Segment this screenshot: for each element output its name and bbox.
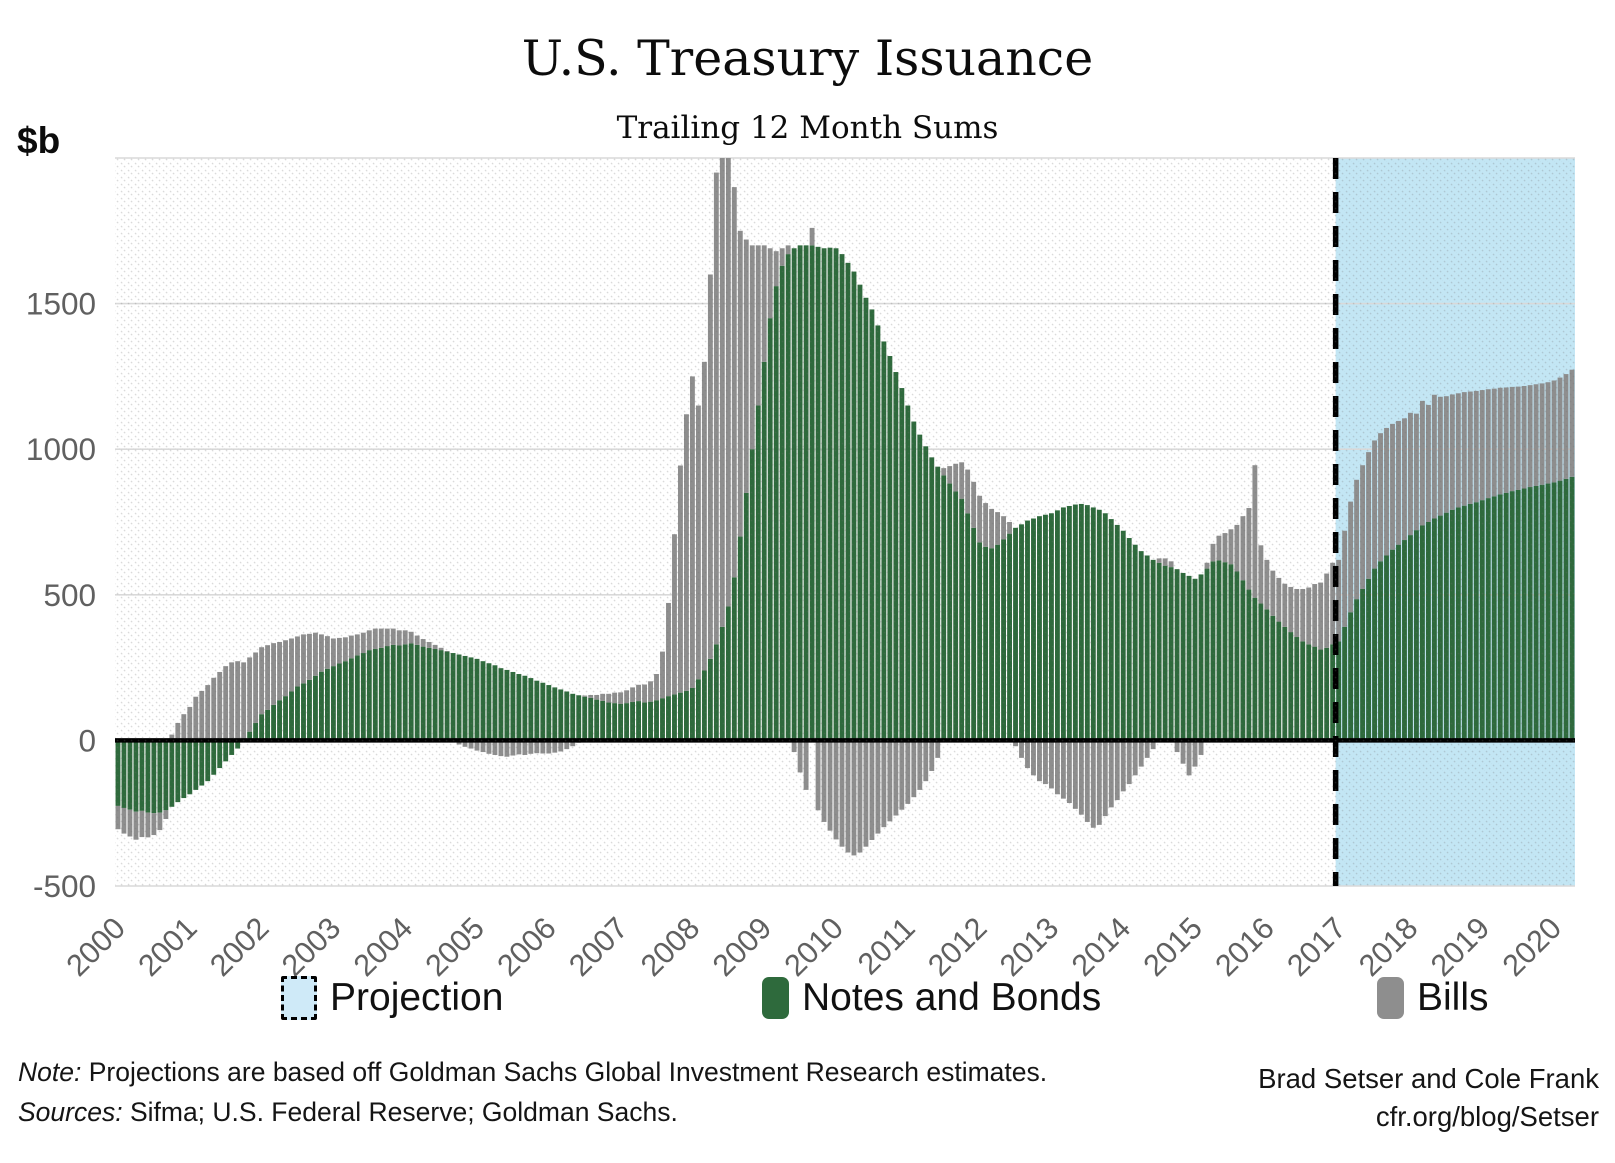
- legend-label-bills: Bills: [1417, 976, 1489, 1019]
- credit-url: cfr.org/blog/Setser: [1375, 1101, 1599, 1132]
- note-line: Note: Projections are based off Goldman …: [18, 1052, 1047, 1092]
- x-tick-label: 2013: [993, 911, 1065, 983]
- x-tick-label: 2019: [1424, 911, 1496, 983]
- x-tick-label: 2004: [347, 911, 419, 983]
- legend-item-bills: Bills: [1377, 976, 1489, 1020]
- x-tick-label: 2020: [1496, 911, 1568, 983]
- x-tick-label: 2000: [60, 911, 132, 983]
- x-tick-label: 2008: [634, 911, 706, 983]
- note-text: Projections are based off Goldman Sachs …: [81, 1057, 1048, 1087]
- y-tick-label: -500: [33, 868, 96, 904]
- x-tick-label: 2014: [1065, 911, 1137, 983]
- x-tick-label: 2005: [419, 911, 491, 983]
- y-axis-unit-label: $b: [17, 120, 61, 161]
- hatch-overlay: [115, 158, 1575, 886]
- x-tick-label: 2006: [491, 911, 563, 983]
- x-tick-label: 2016: [1209, 911, 1281, 983]
- legend-label-projection: Projection: [330, 976, 504, 1019]
- x-tick-label: 2012: [922, 911, 994, 983]
- x-tick-label: 2001: [132, 911, 204, 983]
- x-tick-label: 2003: [275, 911, 347, 983]
- notes-and-bonds-swatch: [762, 977, 789, 1019]
- credit-authors: Brad Setser and Cole Frank: [1258, 1063, 1599, 1094]
- chart-title: U.S. Treasury Issuance: [521, 30, 1094, 87]
- legend-label-notes-and-bonds: Notes and Bonds: [802, 976, 1102, 1019]
- legend-item-notes-and-bonds: Notes and Bonds: [762, 976, 1101, 1020]
- sources-text: Sifma; U.S. Federal Reserve; Goldman Sac…: [122, 1097, 678, 1127]
- sources-label: Sources:: [18, 1097, 123, 1127]
- bills-swatch: [1377, 977, 1404, 1019]
- x-tick-label: 2017: [1281, 911, 1353, 983]
- y-tick-label: 500: [43, 577, 96, 613]
- x-tick-label: 2009: [706, 911, 778, 983]
- credits: Brad Setser and Cole Frank cfr.org/blog/…: [1258, 1060, 1599, 1136]
- x-tick-label: 2011: [851, 911, 921, 981]
- y-tick-label: 1500: [26, 286, 96, 322]
- x-tick-label: 2010: [778, 911, 850, 983]
- chart-subtitle: Trailing 12 Month Sums: [616, 110, 999, 146]
- y-tick-label: 0: [78, 722, 96, 758]
- legend-item-projection: Projection: [281, 976, 503, 1020]
- x-tick-label: 2007: [563, 911, 635, 983]
- x-tick-label: 2015: [1137, 911, 1209, 983]
- projection-swatch: [281, 976, 317, 1020]
- note-label: Note:: [18, 1057, 82, 1087]
- x-tick-label: 2018: [1352, 911, 1424, 983]
- footnotes: Note: Projections are based off Goldman …: [18, 1052, 1047, 1132]
- sources-line: Sources: Sifma; U.S. Federal Reserve; Go…: [18, 1092, 1047, 1132]
- y-tick-label: 1000: [26, 431, 96, 467]
- x-tick-label: 2002: [204, 911, 276, 983]
